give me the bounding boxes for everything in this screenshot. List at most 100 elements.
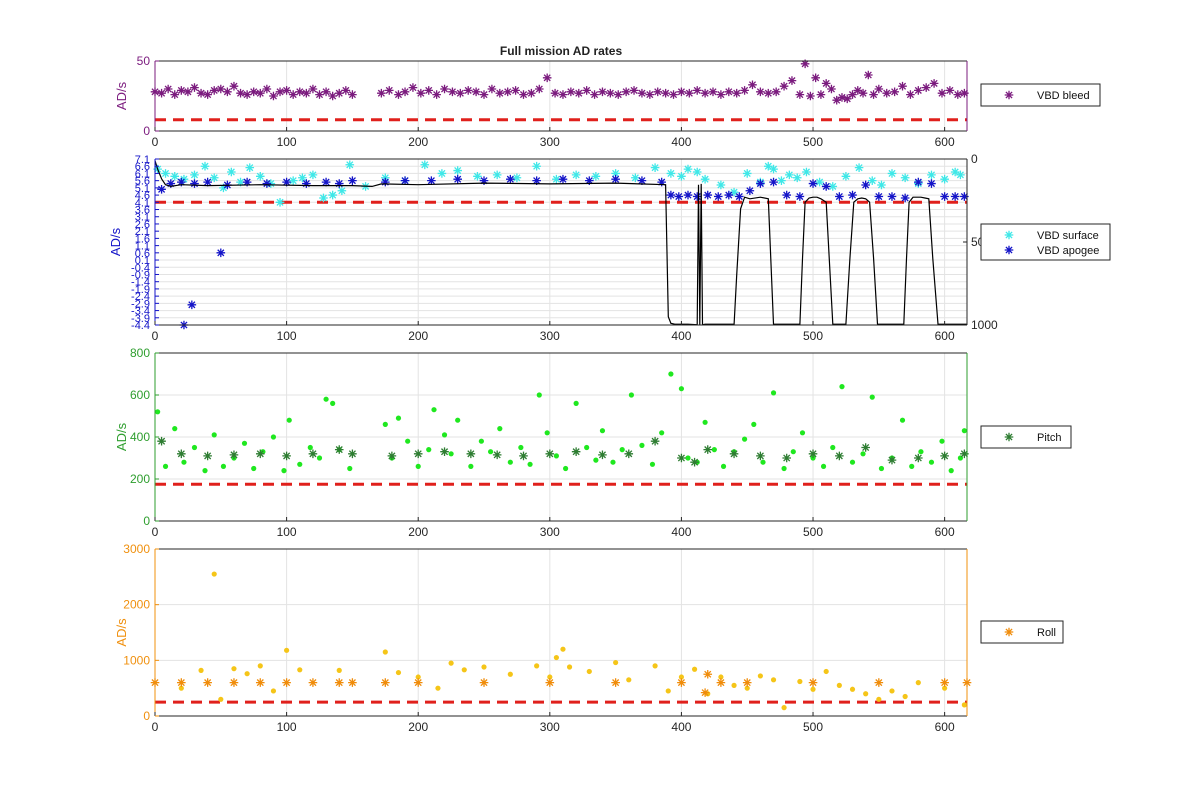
data-point <box>316 455 323 461</box>
data-point <box>553 453 559 459</box>
data-point <box>518 444 524 451</box>
data-point <box>566 87 576 97</box>
data-point <box>848 90 857 99</box>
x-tick-label: 0 <box>152 135 159 149</box>
data-point <box>231 666 237 672</box>
y-tick-label: 3.6 <box>135 205 150 217</box>
data-point <box>742 169 752 178</box>
x-tick-label: 600 <box>935 329 955 343</box>
data-point <box>196 88 206 98</box>
data-point <box>823 668 829 675</box>
data-point <box>770 390 777 396</box>
data-point <box>836 682 842 688</box>
data-point <box>453 174 462 184</box>
data-point <box>593 457 599 463</box>
data-point <box>190 83 199 92</box>
data-point <box>961 702 967 708</box>
data-point <box>691 666 698 672</box>
x-tick-label: 200 <box>408 720 428 734</box>
data-point <box>420 160 430 170</box>
data-point <box>255 678 265 687</box>
x-tick-label: 500 <box>803 135 823 149</box>
data-point <box>626 677 632 683</box>
data-point <box>574 88 584 98</box>
data-point <box>550 88 560 98</box>
data-point <box>586 668 592 675</box>
data-point <box>257 663 263 669</box>
y-tick-label: 50 <box>137 54 151 68</box>
data-point <box>558 90 568 99</box>
y-tick-label: -2.9 <box>131 298 150 310</box>
x-tick-label: 600 <box>935 720 955 734</box>
y-axis-label: AD/s <box>114 618 129 647</box>
data-point <box>209 173 219 183</box>
subplot-1: 0 100 200 300 400 500 600 0 50 AD/s VBD bleed <box>114 54 1101 149</box>
data-point <box>203 90 212 99</box>
data-point <box>242 177 252 187</box>
legend: VBD surface VBD apogee <box>980 223 1111 261</box>
data-point <box>157 436 166 446</box>
data-point <box>740 86 749 95</box>
data-point <box>860 451 866 457</box>
data-point <box>519 90 528 99</box>
data-point <box>330 400 336 406</box>
data-point <box>599 428 606 434</box>
y-axis-label: AD/s <box>114 422 129 451</box>
data-point <box>732 88 741 98</box>
data-point <box>183 87 193 97</box>
data-point <box>308 678 318 687</box>
data-point <box>400 176 410 185</box>
x-tick-label: 300 <box>540 329 560 343</box>
y-tick-label: 5.6 <box>135 176 150 188</box>
depth-line <box>154 160 967 326</box>
data-point <box>348 90 357 99</box>
data-point <box>724 190 734 200</box>
data-point <box>440 447 449 456</box>
y-tick-label: 800 <box>130 346 150 360</box>
data-point <box>781 465 787 472</box>
data-point <box>590 90 599 99</box>
y-tick-label: -3.4 <box>131 306 150 318</box>
data-point <box>218 696 224 702</box>
data-point <box>334 179 344 188</box>
data-point <box>703 445 713 454</box>
series-unnamed-2 <box>154 160 967 326</box>
data-point <box>302 179 311 188</box>
data-point <box>532 176 541 185</box>
data-point <box>861 443 870 452</box>
legend-box <box>980 620 1064 644</box>
data-point <box>878 465 885 472</box>
data-point <box>948 468 954 474</box>
data-point <box>902 693 908 700</box>
y-tick-label: 1.1 <box>135 241 150 253</box>
data-point <box>882 88 892 98</box>
data-point <box>348 678 357 687</box>
data-point <box>779 81 789 91</box>
data-point <box>157 88 166 98</box>
x-tick-label: 100 <box>277 720 297 734</box>
data-point <box>437 169 447 178</box>
series-unnamed-0 <box>155 371 967 474</box>
data-point <box>405 438 411 444</box>
data-point <box>876 696 882 702</box>
data-point <box>960 192 969 201</box>
data-point <box>229 450 239 460</box>
data-point <box>685 88 694 98</box>
data-point <box>685 455 691 461</box>
data-point <box>724 87 734 97</box>
y-tick-label: 6.1 <box>135 168 150 180</box>
data-point <box>448 451 454 457</box>
data-point <box>431 407 437 413</box>
data-point <box>172 426 178 432</box>
data-point <box>220 463 227 469</box>
data-point <box>223 87 232 97</box>
data-point <box>792 173 802 183</box>
data-point <box>906 90 915 99</box>
y-axis-label: AD/s <box>108 227 123 256</box>
data-point <box>534 84 544 94</box>
data-point <box>341 86 351 95</box>
data-point <box>468 463 474 469</box>
legend: Roll <box>980 620 1064 644</box>
data-point <box>785 170 794 180</box>
